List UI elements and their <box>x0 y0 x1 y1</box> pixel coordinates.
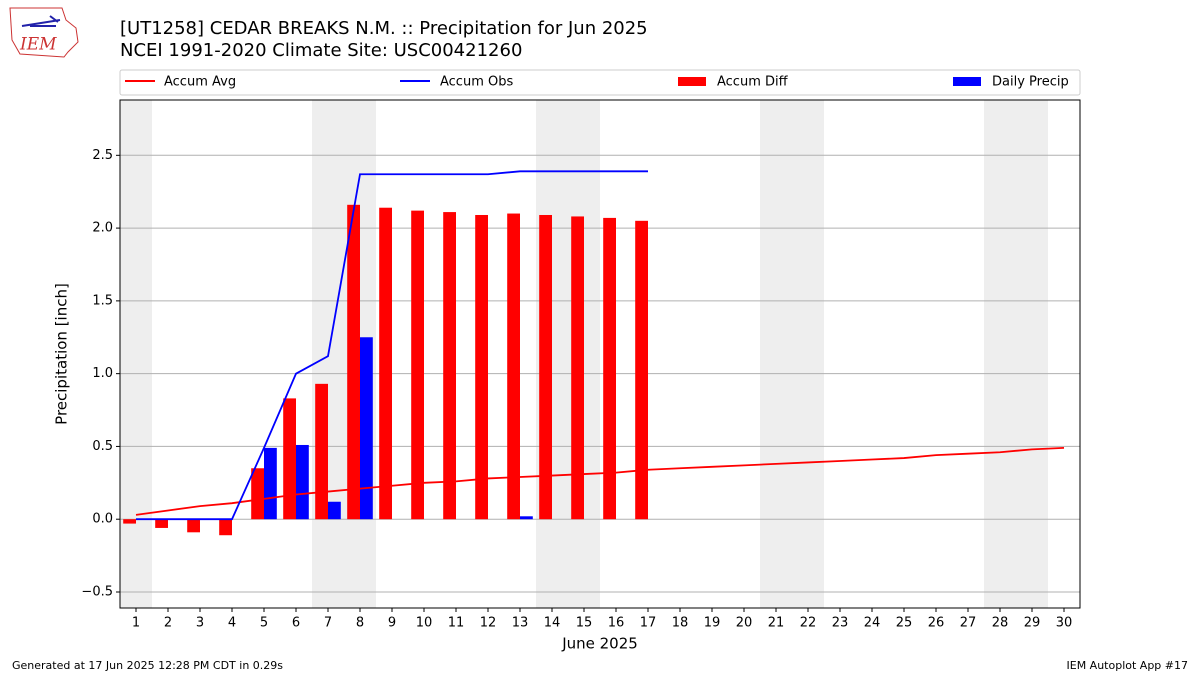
bar <box>520 516 533 520</box>
y-tick-label: −0.5 <box>81 584 113 599</box>
x-tick-label: 30 <box>1056 616 1073 631</box>
bar <box>123 519 136 524</box>
bar <box>219 519 232 536</box>
bar <box>187 519 200 533</box>
weekend-shade <box>760 100 824 608</box>
bar <box>251 468 264 520</box>
bar <box>315 383 328 520</box>
y-tick-label: 0.5 <box>92 439 113 454</box>
y-tick-label: 2.5 <box>92 148 113 163</box>
x-tick-label: 29 <box>1024 616 1041 631</box>
x-tick-label: 12 <box>480 616 497 631</box>
logo-text: IEM <box>19 35 57 55</box>
footer-left: Generated at 17 Jun 2025 12:28 PM CDT in… <box>12 659 283 672</box>
legend-box <box>119 69 1081 96</box>
x-tick-label: 20 <box>736 616 753 631</box>
legend-swatch <box>953 77 981 86</box>
bar <box>411 210 424 520</box>
x-axis-label: June 2025 <box>561 635 638 653</box>
x-tick-label: 26 <box>928 616 945 631</box>
x-tick-label: 3 <box>196 616 204 631</box>
plot-frame <box>119 99 1081 609</box>
x-tick-label: 23 <box>832 616 849 631</box>
logo: IEM <box>9 7 79 58</box>
bar <box>603 217 616 520</box>
weekend-shade <box>984 100 1048 608</box>
bar <box>571 216 584 520</box>
x-tick-label: 18 <box>672 616 689 631</box>
y-tick-label: 2.0 <box>92 221 113 236</box>
line <box>136 170 648 521</box>
y-tick-label: 1.5 <box>92 293 113 308</box>
legend-label: Daily Precip <box>992 75 1069 90</box>
x-tick-label: 9 <box>388 616 396 631</box>
x-tick-label: 7 <box>324 616 332 631</box>
x-tick-label: 15 <box>576 616 593 631</box>
x-tick-label: 5 <box>260 616 268 631</box>
legend-label: Accum Obs <box>440 75 513 90</box>
x-tick-label: 8 <box>356 616 364 631</box>
bar <box>475 214 488 520</box>
line <box>135 446 1065 516</box>
chart-subtitle: NCEI 1991-2020 Climate Site: USC00421260 <box>120 40 522 61</box>
bar <box>328 501 341 520</box>
bar <box>507 213 520 520</box>
x-tick-label: 19 <box>704 616 721 631</box>
bar <box>296 444 309 520</box>
x-tick-label: 14 <box>544 616 561 631</box>
x-tick-label: 16 <box>608 616 625 631</box>
x-tick-label: 2 <box>164 616 172 631</box>
x-tick-label: 4 <box>228 616 236 631</box>
x-tick-label: 11 <box>448 616 465 631</box>
legend-swatch <box>678 77 706 86</box>
bar <box>283 398 296 520</box>
y-tick-label: 1.0 <box>92 366 113 381</box>
x-tick-label: 24 <box>864 616 881 631</box>
x-tick-label: 17 <box>640 616 657 631</box>
x-tick-label: 6 <box>292 616 300 631</box>
bar <box>635 220 648 520</box>
bar <box>264 447 277 520</box>
x-tick-label: 22 <box>800 616 817 631</box>
bar <box>443 212 456 520</box>
x-tick-label: 27 <box>960 616 977 631</box>
y-tick-label: 0.0 <box>92 512 113 527</box>
x-tick-label: 21 <box>768 616 785 631</box>
x-tick-label: 10 <box>416 616 433 631</box>
bar <box>360 337 373 520</box>
bar <box>539 214 552 520</box>
legend-label: Accum Avg <box>164 75 236 90</box>
bar <box>379 207 392 520</box>
chart-title: [UT1258] CEDAR BREAKS N.M. :: Precipitat… <box>120 18 648 39</box>
bar <box>155 519 168 528</box>
x-tick-label: 1 <box>132 616 140 631</box>
legend-label: Accum Diff <box>717 75 789 90</box>
bar <box>347 204 360 520</box>
footer-right: IEM Autoplot App #17 <box>1067 659 1189 672</box>
y-axis-label: Precipitation [inch] <box>53 283 71 425</box>
x-tick-label: 13 <box>512 616 529 631</box>
x-tick-label: 28 <box>992 616 1009 631</box>
x-tick-label: 25 <box>896 616 913 631</box>
weekend-shade <box>120 100 152 608</box>
